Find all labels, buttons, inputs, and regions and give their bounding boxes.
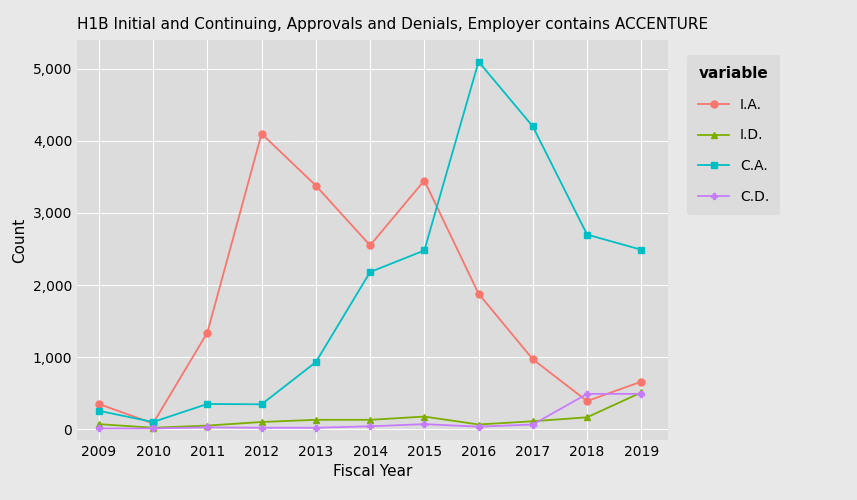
I.D. [202, 422, 213, 428]
Legend: I.A., I.D., C.A., C.D.: I.A., I.D., C.A., C.D. [687, 55, 781, 215]
I.D. [365, 417, 375, 423]
I.D. [311, 417, 321, 423]
I.A. [419, 178, 429, 184]
I.D. [636, 390, 646, 396]
I.A. [93, 401, 104, 407]
C.D. [93, 426, 104, 432]
C.A. [582, 232, 592, 237]
I.D. [528, 418, 538, 424]
Y-axis label: Count: Count [12, 218, 27, 262]
I.D. [93, 421, 104, 427]
C.D. [419, 421, 429, 427]
I.D. [582, 414, 592, 420]
C.A. [311, 359, 321, 365]
C.A. [365, 269, 375, 275]
X-axis label: Fiscal Year: Fiscal Year [333, 464, 412, 479]
I.A. [202, 330, 213, 336]
I.A. [473, 290, 483, 296]
C.A. [93, 408, 104, 414]
C.A. [636, 246, 646, 252]
C.D. [582, 391, 592, 397]
C.A. [148, 419, 159, 425]
C.D. [528, 422, 538, 428]
C.A. [256, 402, 267, 407]
C.D. [311, 424, 321, 430]
I.A. [582, 398, 592, 404]
Line: I.A.: I.A. [95, 130, 644, 427]
Text: H1B Initial and Continuing, Approvals and Denials, Employer contains ACCENTURE: H1B Initial and Continuing, Approvals an… [77, 17, 708, 32]
I.A. [311, 182, 321, 188]
I.A. [365, 242, 375, 248]
C.D. [636, 391, 646, 397]
C.D. [365, 424, 375, 430]
I.D. [148, 424, 159, 430]
I.A. [636, 378, 646, 384]
C.D. [256, 424, 267, 430]
C.A. [528, 124, 538, 130]
I.D. [419, 414, 429, 420]
C.A. [473, 58, 483, 64]
C.A. [419, 248, 429, 254]
C.D. [202, 424, 213, 430]
Line: C.D.: C.D. [95, 390, 644, 432]
C.D. [473, 424, 483, 430]
C.D. [148, 426, 159, 432]
I.A. [256, 130, 267, 136]
I.A. [528, 356, 538, 362]
I.A. [148, 420, 159, 426]
I.D. [256, 419, 267, 425]
C.A. [202, 401, 213, 407]
I.D. [473, 422, 483, 428]
Line: I.D.: I.D. [95, 389, 644, 431]
Line: C.A.: C.A. [95, 58, 644, 426]
